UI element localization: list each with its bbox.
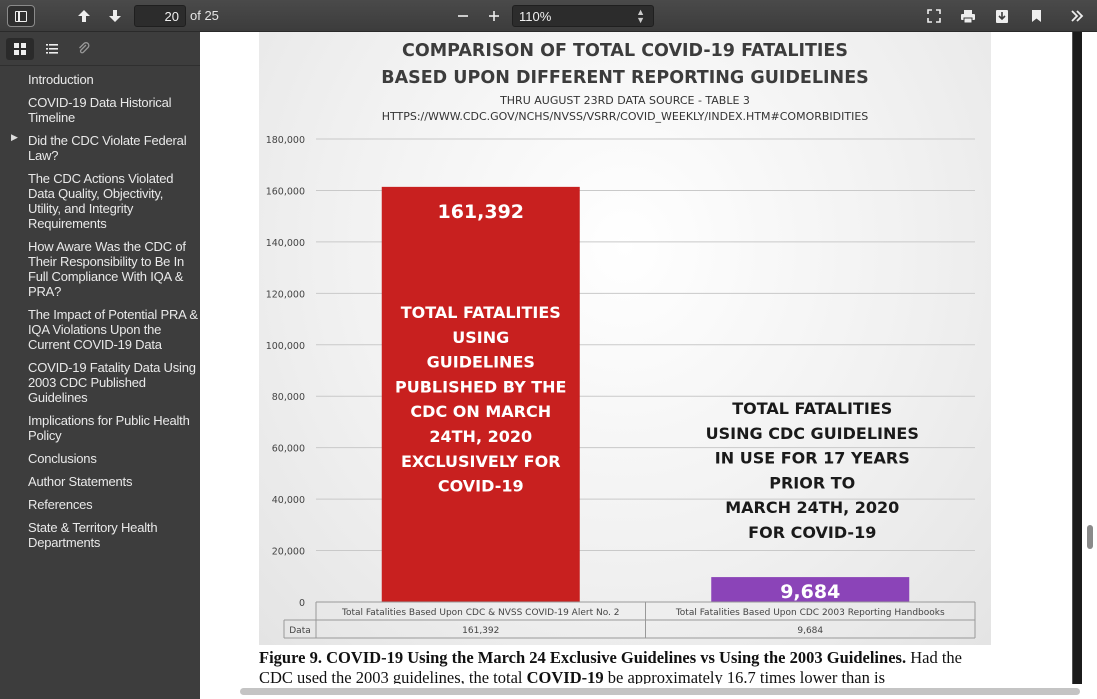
grid-icon bbox=[14, 43, 26, 55]
outline-item-introduction[interactable]: Introduction bbox=[28, 72, 94, 87]
outline-item-author-statements[interactable]: Author Statements bbox=[28, 474, 133, 489]
bar-2 bbox=[711, 577, 910, 602]
annotation-red-line: PUBLISHED BY THE bbox=[395, 377, 566, 396]
outline-item-data-quality[interactable]: The CDC Actions Violated Data Quality, O… bbox=[28, 171, 174, 231]
horizontal-scroll-thumb[interactable] bbox=[240, 688, 1080, 695]
caption-label: Figure 9. bbox=[259, 648, 322, 667]
data-label-2: 9,684 bbox=[780, 581, 840, 603]
printer-icon[interactable] bbox=[956, 5, 980, 27]
y-tick-label: 140,000 bbox=[266, 238, 305, 249]
annotation-red-line: GUIDELINES bbox=[427, 353, 535, 372]
outline-item-fatality-data[interactable]: COVID-19 Fatality Data Using 2003 CDC Pu… bbox=[28, 360, 196, 405]
outline-item-impact[interactable]: The Impact of Potential PRA & IQA Violat… bbox=[28, 307, 198, 352]
annotation-red-line: USING bbox=[452, 328, 509, 347]
category-label: Total Fatalities Based Upon CDC 2003 Rep… bbox=[675, 608, 945, 618]
y-tick-label: 180,000 bbox=[266, 135, 305, 146]
arrow-up-icon[interactable] bbox=[72, 5, 96, 27]
outline-item-implications[interactable]: Implications for Public Health Policy bbox=[28, 413, 190, 443]
chart-subtitle-line2: HTTPS://WWW.CDC.GOV/NCHS/NVSS/VSRR/COVID… bbox=[382, 110, 869, 123]
annotation-red-line: EXCLUSIVELY FOR bbox=[401, 452, 561, 471]
caption-bold: COVID-19 bbox=[526, 668, 604, 687]
caption-text-2: be approximately 16.7 times lower than i… bbox=[607, 668, 885, 687]
outline-item-cdc-awareness[interactable]: How Aware Was the CDC of Their Responsib… bbox=[28, 239, 186, 299]
zoom-select[interactable]: 110% ▲ ▼ bbox=[512, 5, 654, 27]
outline-item-health-departments[interactable]: State & Territory Health Departments bbox=[28, 520, 158, 550]
figure-caption: Figure 9. COVID-19 Using the March 24 Ex… bbox=[259, 648, 999, 688]
outline-item-conclusions[interactable]: Conclusions bbox=[28, 451, 97, 466]
y-tick-label: 60,000 bbox=[272, 444, 305, 455]
download-icon[interactable] bbox=[990, 5, 1014, 27]
outline-item-references[interactable]: References bbox=[28, 497, 93, 512]
chart-figure: COMPARISON OF TOTAL COVID-19 FATALITIES B… bbox=[259, 32, 991, 645]
annotation-dark-line: TOTAL FATALITIES bbox=[732, 399, 892, 418]
vertical-scrollbar[interactable] bbox=[1082, 32, 1097, 699]
zoom-value: 110% bbox=[519, 9, 552, 24]
thumbnails-tab[interactable] bbox=[6, 38, 34, 60]
annotation-dark-line: FOR COVID-19 bbox=[748, 523, 876, 542]
pdf-toolbar: 20 of 25 110% ▲ ▼ bbox=[0, 0, 1097, 32]
outline-item-data-timeline[interactable]: COVID-19 Data Historical Timeline bbox=[28, 95, 172, 125]
fit-page-icon[interactable] bbox=[922, 5, 946, 27]
attachments-tab[interactable] bbox=[70, 38, 98, 60]
annotation-dark-line: IN USE FOR 17 YEARS bbox=[715, 449, 910, 468]
select-arrows-icon: ▲ ▼ bbox=[636, 7, 645, 25]
annotation-dark-line: USING CDC GUIDELINES bbox=[706, 424, 919, 443]
double-chevron-right-icon[interactable] bbox=[1065, 5, 1089, 27]
sidebar-tabs bbox=[0, 32, 200, 66]
list-icon bbox=[46, 44, 58, 54]
sidebar-toggle-icon[interactable] bbox=[7, 5, 35, 27]
horizontal-scrollbar[interactable] bbox=[200, 684, 1082, 699]
annotation-red-line: COVID-19 bbox=[438, 477, 524, 496]
page-edge-shadow bbox=[1073, 32, 1082, 699]
bar-1 bbox=[381, 186, 580, 603]
y-tick-label: 20,000 bbox=[272, 547, 305, 558]
y-tick-label: 160,000 bbox=[266, 186, 305, 197]
annotation-red-line: TOTAL FATALITIES bbox=[401, 303, 561, 322]
paperclip-icon bbox=[79, 42, 90, 54]
annotation-dark-line: PRIOR TO bbox=[769, 473, 855, 492]
y-tick-label: 40,000 bbox=[272, 495, 305, 506]
document-viewer[interactable]: COMPARISON OF TOTAL COVID-19 FATALITIES B… bbox=[200, 32, 1082, 699]
y-tick-label: 0 bbox=[299, 598, 305, 609]
sidebar: Introduction COVID-19 Data Historical Ti… bbox=[0, 32, 200, 699]
page-number-input[interactable]: 20 bbox=[134, 5, 186, 27]
annotation-dark-line: MARCH 24TH, 2020 bbox=[725, 498, 899, 517]
table-row-label: Data bbox=[289, 626, 311, 636]
outline-tab[interactable] bbox=[38, 38, 66, 60]
annotation-red-line: 24TH, 2020 bbox=[429, 427, 532, 446]
table-value: 9,684 bbox=[797, 626, 823, 636]
table-value: 161,392 bbox=[462, 626, 499, 636]
caption-title: COVID-19 Using the March 24 Exclusive Gu… bbox=[326, 648, 907, 667]
data-label-1: 161,392 bbox=[437, 201, 524, 223]
bar-chart: COMPARISON OF TOTAL COVID-19 FATALITIES B… bbox=[266, 41, 976, 639]
y-tick-label: 100,000 bbox=[266, 341, 305, 352]
pdf-page: COMPARISON OF TOTAL COVID-19 FATALITIES B… bbox=[200, 32, 1072, 699]
vertical-scroll-thumb[interactable] bbox=[1087, 525, 1093, 549]
y-tick-label: 80,000 bbox=[272, 392, 305, 403]
annotation-red-line: CDC ON MARCH bbox=[410, 402, 551, 421]
minus-icon[interactable] bbox=[451, 5, 475, 27]
y-tick-label: 120,000 bbox=[266, 289, 305, 300]
chart-title-line2: BASED UPON DIFFERENT REPORTING GUIDELINE… bbox=[381, 68, 869, 88]
expand-triangle-icon[interactable]: ▶ bbox=[11, 132, 18, 142]
outline-item-federal-law[interactable]: Did the CDC Violate Federal Law? bbox=[28, 133, 187, 163]
chart-title-line1: COMPARISON OF TOTAL COVID-19 FATALITIES bbox=[402, 41, 848, 61]
chart-subtitle-line1: THRU AUGUST 23RD DATA SOURCE - TABLE 3 bbox=[499, 94, 750, 107]
bookmark-icon[interactable] bbox=[1024, 5, 1048, 27]
arrow-down-icon[interactable] bbox=[103, 5, 127, 27]
caption-text-1: Had the CDC used the 2003 guidelines, th… bbox=[259, 648, 962, 687]
page-total-label: of 25 bbox=[190, 8, 219, 23]
category-label: Total Fatalities Based Upon CDC & NVSS C… bbox=[341, 608, 620, 618]
plus-icon[interactable] bbox=[482, 5, 506, 27]
